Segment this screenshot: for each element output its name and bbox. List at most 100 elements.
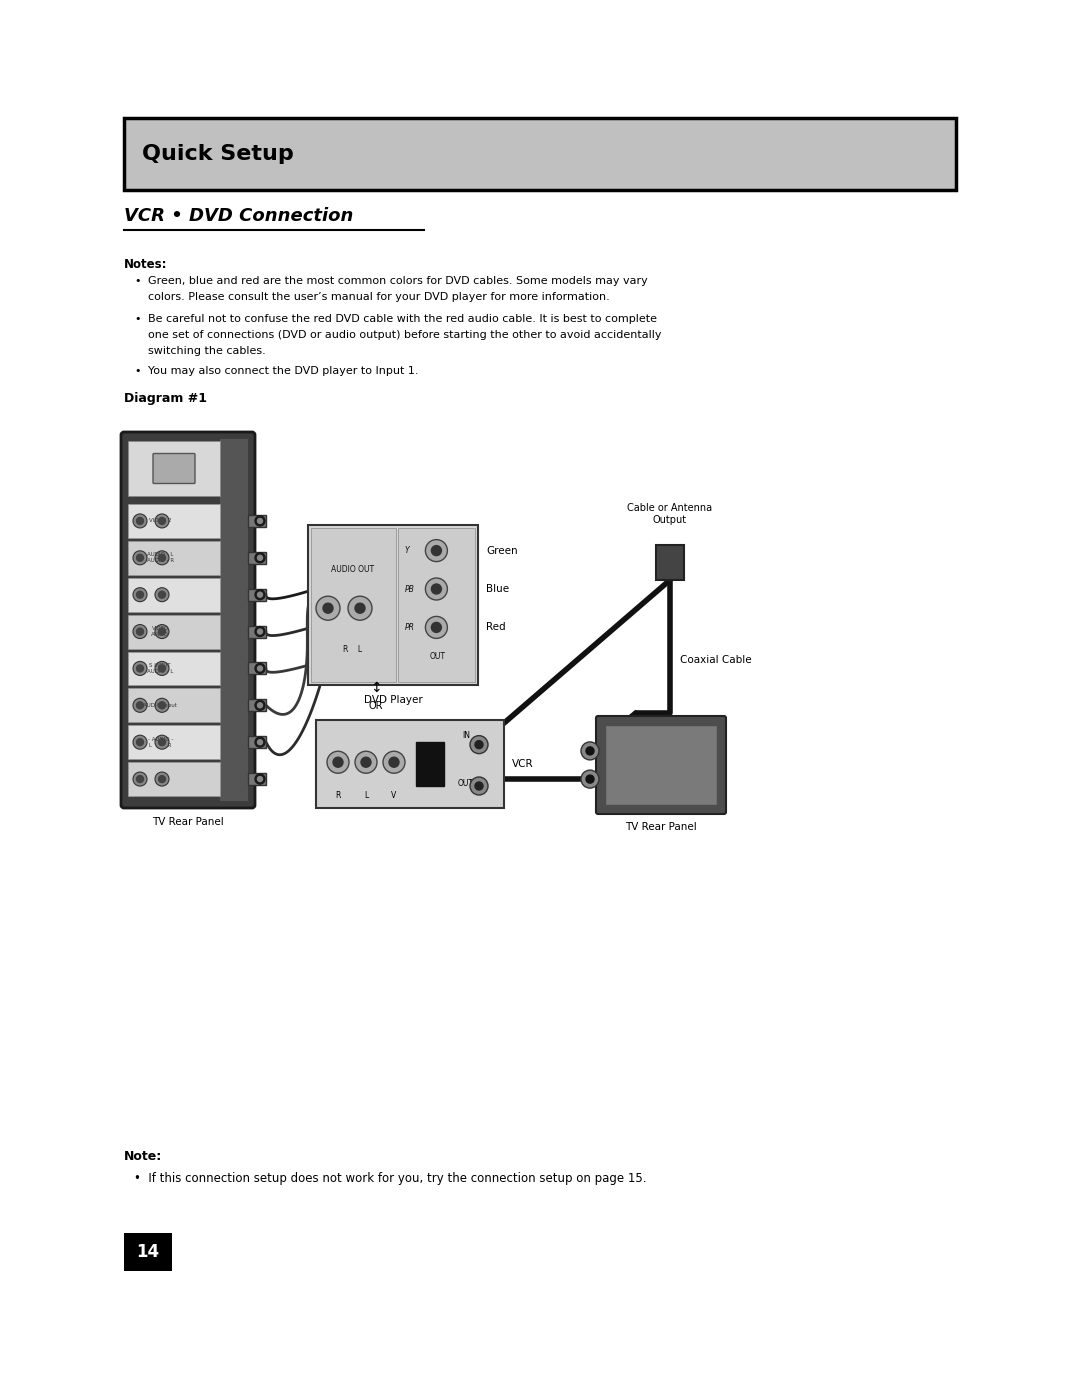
Circle shape: [159, 555, 165, 562]
Circle shape: [257, 666, 262, 671]
Circle shape: [426, 616, 447, 638]
Text: Note:: Note:: [124, 1150, 162, 1162]
Circle shape: [133, 550, 147, 564]
Circle shape: [581, 742, 599, 760]
Text: R: R: [335, 792, 340, 800]
Text: AUDIO - L
AUDIO - R: AUDIO - L AUDIO - R: [147, 552, 174, 563]
Circle shape: [333, 757, 343, 767]
Bar: [248, 700, 266, 711]
Circle shape: [133, 661, 147, 675]
Text: VCR: VCR: [512, 759, 534, 768]
Circle shape: [156, 773, 168, 787]
Circle shape: [159, 665, 165, 672]
Text: - AUDIO -
L         R: - AUDIO - L R: [148, 736, 173, 747]
Text: colors. Please consult the user’s manual for your DVD player for more informatio: colors. Please consult the user’s manual…: [148, 292, 610, 302]
Text: ↕: ↕: [370, 680, 382, 694]
Circle shape: [255, 774, 265, 784]
Circle shape: [159, 739, 165, 746]
Bar: [248, 626, 266, 637]
Text: VIDEO 2: VIDEO 2: [149, 518, 172, 524]
Bar: [129, 578, 220, 612]
Circle shape: [156, 698, 168, 712]
Text: Blue: Blue: [486, 584, 509, 594]
Circle shape: [316, 597, 340, 620]
Bar: [248, 662, 266, 675]
Text: VIDEO
AUDIO: VIDEO AUDIO: [151, 626, 170, 637]
Text: DVD Player: DVD Player: [364, 694, 422, 705]
Circle shape: [255, 515, 265, 525]
Text: Be careful not to confuse the red DVD cable with the red audio cable. It is best: Be careful not to confuse the red DVD ca…: [148, 314, 657, 324]
Circle shape: [327, 752, 349, 774]
Text: one set of connections (DVD or audio output) before starting the other to avoid : one set of connections (DVD or audio out…: [148, 330, 661, 339]
Circle shape: [136, 701, 144, 708]
Circle shape: [431, 546, 442, 556]
Circle shape: [257, 518, 262, 524]
Circle shape: [136, 739, 144, 746]
Circle shape: [426, 578, 447, 599]
Circle shape: [159, 775, 165, 782]
Circle shape: [586, 747, 594, 754]
Text: TV Rear Panel: TV Rear Panel: [152, 817, 224, 827]
FancyBboxPatch shape: [153, 454, 195, 483]
Bar: [248, 515, 266, 527]
Circle shape: [257, 703, 262, 708]
Text: AUDIO Input: AUDIO Input: [144, 703, 177, 708]
Circle shape: [156, 550, 168, 564]
Circle shape: [257, 556, 262, 560]
Bar: [311, 528, 396, 682]
Circle shape: [348, 597, 372, 620]
Circle shape: [159, 591, 165, 598]
Text: PB: PB: [404, 584, 415, 594]
Text: T: T: [159, 592, 162, 597]
Bar: [248, 736, 266, 749]
Bar: [129, 441, 220, 496]
Text: L: L: [364, 792, 368, 800]
Circle shape: [156, 514, 168, 528]
Circle shape: [159, 701, 165, 708]
Circle shape: [470, 777, 488, 795]
Circle shape: [255, 738, 265, 747]
Text: Red: Red: [486, 623, 505, 633]
Bar: [248, 773, 266, 785]
Bar: [129, 541, 220, 574]
Circle shape: [255, 700, 265, 710]
Circle shape: [133, 698, 147, 712]
Circle shape: [136, 517, 144, 524]
FancyBboxPatch shape: [121, 432, 255, 807]
Text: Y: Y: [404, 546, 409, 555]
Circle shape: [475, 740, 483, 749]
Bar: [124, 117, 956, 190]
Text: Notes:: Notes:: [124, 258, 167, 271]
Text: AUDIO OUT: AUDIO OUT: [330, 566, 374, 574]
Bar: [129, 689, 220, 722]
Circle shape: [255, 627, 265, 637]
Circle shape: [136, 591, 144, 598]
Bar: [606, 726, 716, 805]
Text: 14: 14: [136, 1243, 160, 1261]
Circle shape: [136, 555, 144, 562]
Circle shape: [156, 624, 168, 638]
Text: switching the cables.: switching the cables.: [148, 346, 266, 356]
Circle shape: [136, 629, 144, 636]
Bar: [416, 742, 444, 787]
Circle shape: [136, 665, 144, 672]
Circle shape: [355, 604, 365, 613]
Text: R    L: R L: [342, 645, 362, 654]
Circle shape: [156, 735, 168, 749]
Circle shape: [156, 661, 168, 675]
Circle shape: [133, 624, 147, 638]
Text: Quick Setup: Quick Setup: [141, 144, 294, 163]
Circle shape: [159, 517, 165, 524]
Text: Diagram #1: Diagram #1: [124, 393, 207, 405]
Circle shape: [383, 752, 405, 774]
Circle shape: [586, 775, 594, 784]
Circle shape: [255, 664, 265, 673]
Text: OUT: OUT: [429, 651, 445, 661]
Bar: [129, 615, 220, 648]
Bar: [248, 588, 266, 601]
Circle shape: [156, 588, 168, 602]
Text: •: •: [134, 366, 140, 376]
Bar: [129, 725, 220, 759]
Text: •: •: [134, 277, 140, 286]
Text: IN: IN: [462, 732, 470, 740]
